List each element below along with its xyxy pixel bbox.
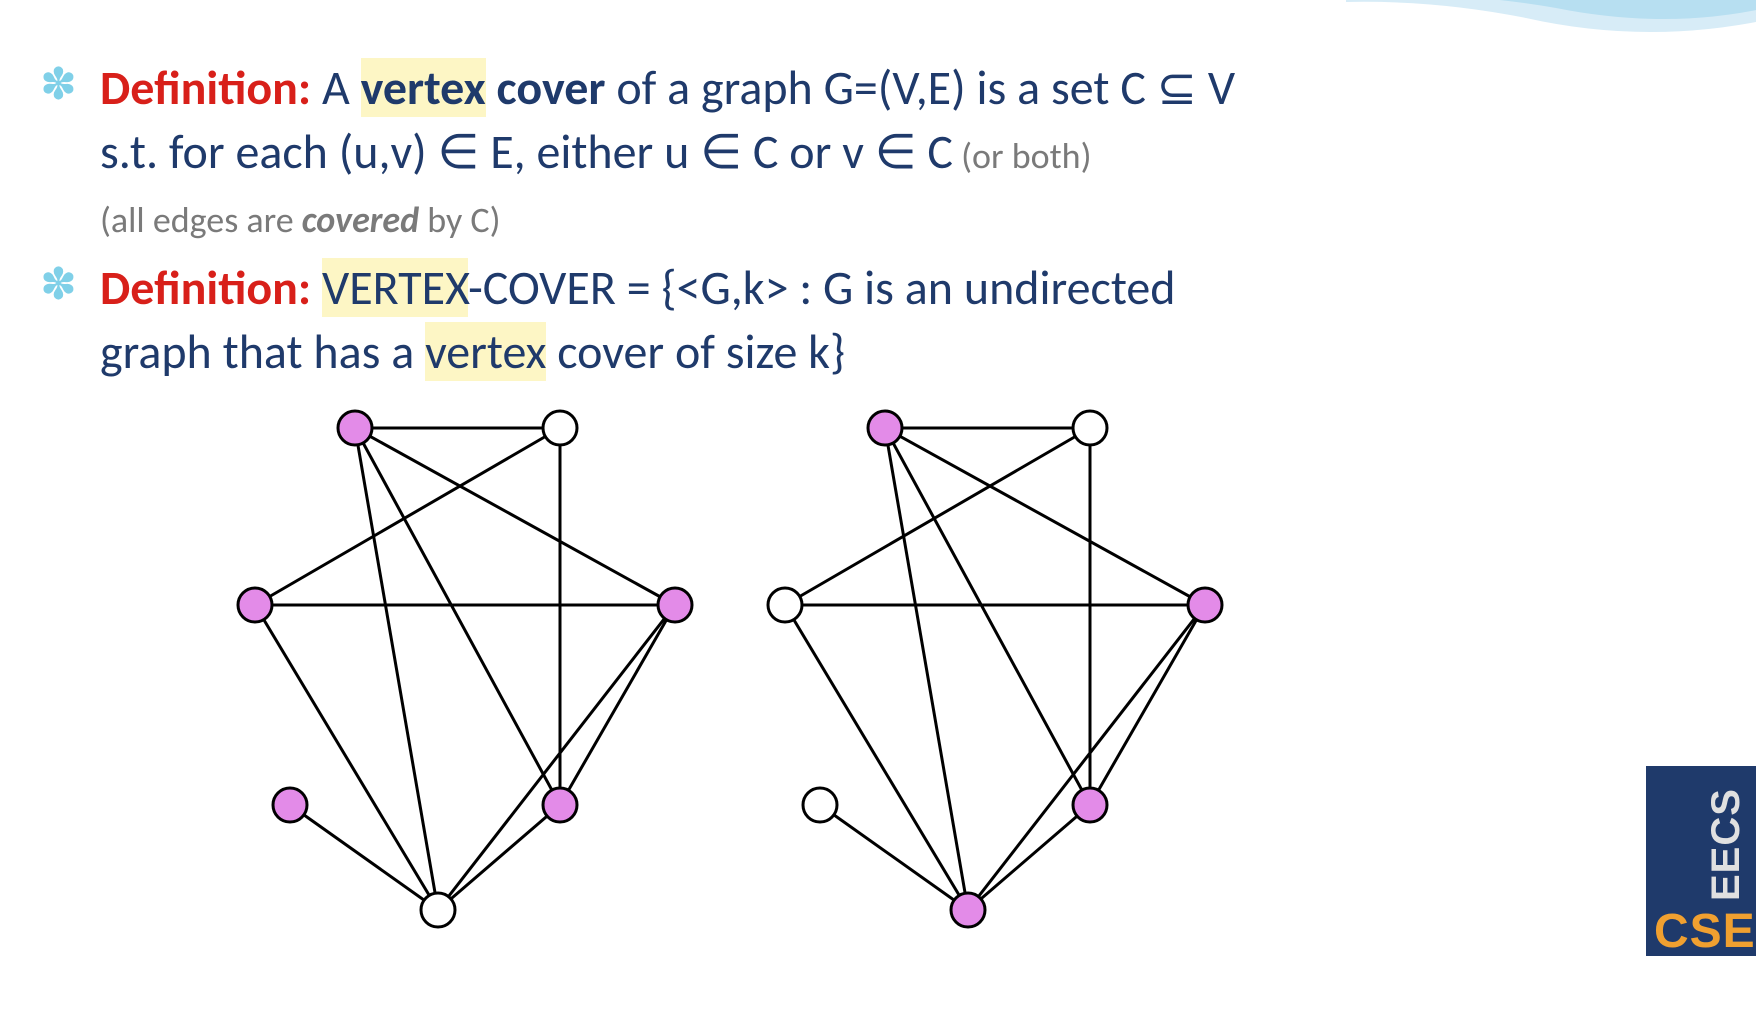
graph-svg — [0, 405, 1756, 965]
graph-node — [273, 788, 307, 822]
b1-l1-pre: A — [311, 58, 360, 117]
b1-l3-post: by C) — [419, 198, 500, 242]
cse-text: CSE — [1654, 904, 1756, 959]
graph-edge — [968, 605, 1205, 910]
graph-node — [1073, 411, 1107, 445]
b1-l2-small: (or both) — [953, 134, 1092, 178]
graph-edge — [968, 805, 1090, 910]
graph-node — [1073, 788, 1107, 822]
def-label-2: Definition: — [100, 258, 311, 317]
bullet-1: ✽ Definition: A vertex cover of a graph … — [40, 56, 1716, 247]
b1-l1-hl: vertex — [361, 58, 486, 117]
graph-area — [0, 405, 1756, 965]
b2-l1-hl: VERTEX — [322, 258, 468, 317]
b1-l2-main: s.t. for each (u,v) ∈ E, either u ∈ C or… — [100, 122, 953, 181]
b1-l1-postbold: cover — [486, 58, 606, 117]
graph-node — [543, 788, 577, 822]
graph-edge — [438, 805, 560, 910]
graph-edge — [560, 605, 675, 805]
top-wave — [1346, 0, 1756, 50]
graph-edge — [1090, 605, 1205, 805]
graph-node — [658, 588, 692, 622]
graph-edge — [290, 805, 438, 910]
graph-node — [951, 893, 985, 927]
graph-edge — [438, 605, 675, 910]
graph-edge — [885, 428, 968, 910]
b2-l2-post: cover of size k} — [546, 322, 845, 381]
b1-l3-pre: (all edges are — [100, 198, 302, 242]
bullet-2: ✽ Definition: VERTEX-COVER = {<G,k> : G … — [40, 256, 1716, 384]
b2-l1-pre — [311, 258, 322, 317]
graph-node — [803, 788, 837, 822]
bullet-1-body: Definition: A vertex cover of a graph G=… — [100, 56, 1716, 247]
graph-node — [421, 893, 455, 927]
b1-l3-em: covered — [302, 198, 419, 242]
graph-node — [543, 411, 577, 445]
b2-l1-rest: -COVER = {<G,k> : G is an undirected — [468, 258, 1175, 317]
bullet-2-body: Definition: VERTEX-COVER = {<G,k> : G is… — [100, 256, 1716, 384]
b1-l1-rest: of a graph G=(V,E) is a set C ⊆ V — [605, 58, 1235, 117]
graph-node — [768, 588, 802, 622]
graph-node — [338, 411, 372, 445]
def-label-1: Definition: — [100, 58, 311, 117]
eecs-badge: EECS CSE — [1646, 766, 1756, 956]
graph-node — [238, 588, 272, 622]
graph-node — [1188, 588, 1222, 622]
graph-edge — [820, 805, 968, 910]
b2-l2-hl: vertex — [425, 322, 546, 381]
b2-l2-pre: graph that has a — [100, 322, 425, 381]
bullet-icon: ✽ — [40, 56, 100, 108]
graph-node — [868, 411, 902, 445]
eecs-text: EECS — [1704, 788, 1749, 901]
graph-edge — [355, 428, 438, 910]
bullet-icon: ✽ — [40, 256, 100, 308]
